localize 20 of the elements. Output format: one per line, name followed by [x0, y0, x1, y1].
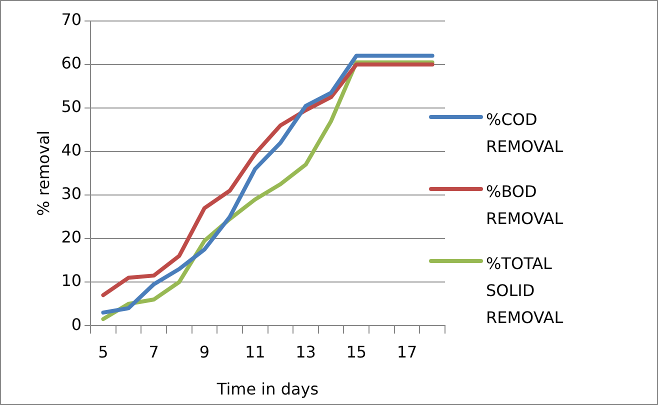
y-axis-title: % removal	[34, 130, 53, 216]
legend-label: %TOTAL SOLID REMOVAL	[486, 253, 564, 329]
y-tick-label: 70	[61, 10, 82, 30]
x-tick-label: 13	[296, 342, 316, 362]
y-tick-label: 60	[61, 54, 82, 73]
x-tick-label: 11	[244, 342, 266, 362]
x-tick-label: 15	[346, 342, 367, 362]
x-tick-label: 7	[148, 342, 159, 362]
x-axis-title: Time in days	[216, 380, 319, 399]
y-tick-label: 10	[61, 271, 82, 290]
legend-label: %COD REMOVAL	[486, 109, 564, 158]
y-tick-label: 40	[61, 140, 82, 160]
x-tick-label: 5	[98, 342, 108, 362]
y-tick-label: 20	[61, 228, 82, 247]
y-tick-label: 30	[61, 184, 82, 204]
x-tick-label: 17	[396, 342, 418, 362]
x-tick-label: 9	[199, 342, 210, 362]
y-tick-label: 0	[71, 314, 82, 334]
y-tick-label: 50	[61, 97, 82, 116]
legend-label: %BOD REMOVAL	[486, 181, 564, 230]
